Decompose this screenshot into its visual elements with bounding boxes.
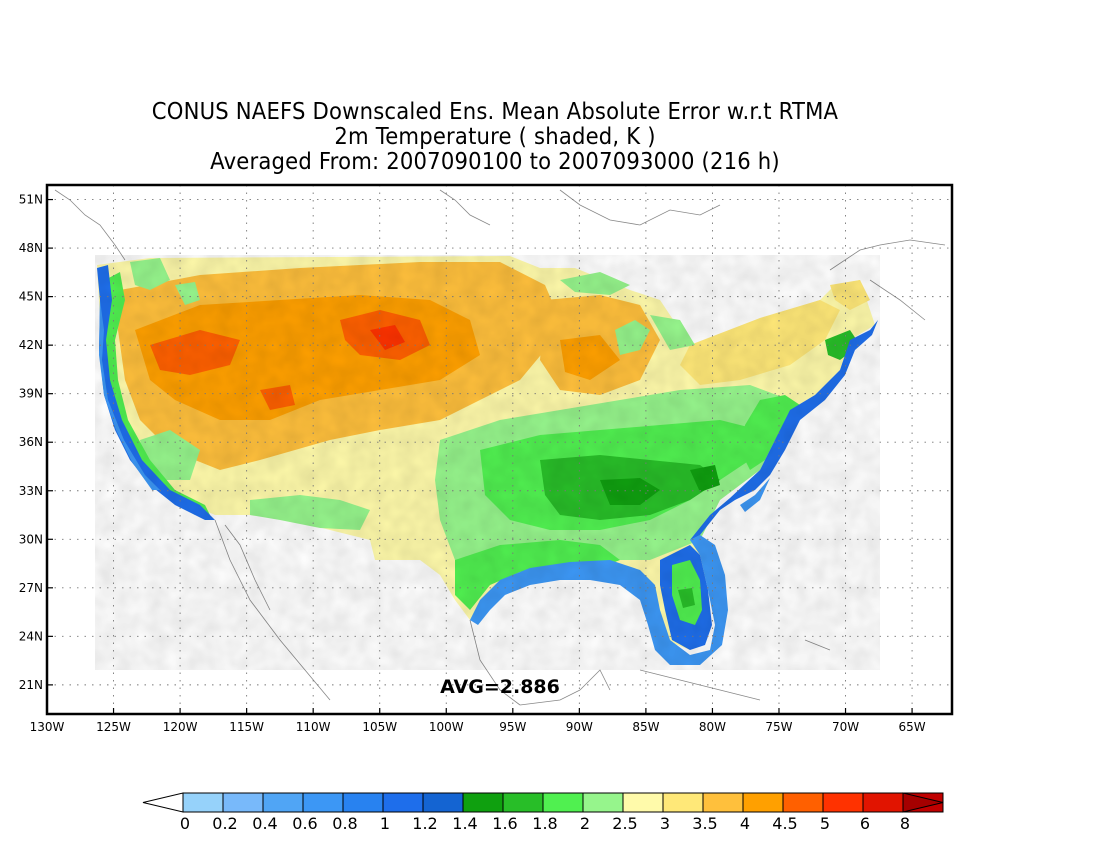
title-line-3: Averaged From: 2007090100 to 2007093000 … [210, 149, 780, 175]
colorbar-cell [622, 792, 664, 813]
colorbar-under-arrow [142, 792, 184, 813]
lat-tick-label: 27N [19, 581, 43, 595]
colorbar-label: 5 [820, 814, 830, 833]
colorbar-label: 0 [180, 814, 190, 833]
colorbar-cell [822, 792, 864, 813]
colorbar-cell [582, 792, 624, 813]
colorbar-label: 8 [900, 814, 910, 833]
colorbar: 0 0.2 0.4 0.6 0.8 1 1.2 1.4 1.6 1.8 2 2.5 3 3.5 4 4.5 5 6… [142, 792, 944, 833]
colorbar-cell [222, 792, 264, 813]
colorbar-cell [862, 792, 904, 813]
lon-tick-label: 130W [30, 720, 65, 734]
colorbar-label: 3 [660, 814, 670, 833]
lat-tick-label: 21N [19, 678, 43, 692]
colorbar-label: 0.2 [212, 814, 237, 833]
map-title: CONUS NAEFS Downscaled Ens. Mean Absolut… [0, 100, 990, 175]
colorbar-label: 0.6 [292, 814, 317, 833]
title-line-1: CONUS NAEFS Downscaled Ens. Mean Absolut… [151, 99, 839, 125]
colorbar-cell [342, 792, 384, 813]
lat-tick-label: 33N [19, 484, 43, 498]
colorbar-cell [702, 792, 744, 813]
lon-tick-label: 85W [632, 720, 659, 734]
lat-tick-label: 45N [19, 290, 43, 304]
colorbar-label: 0.8 [332, 814, 357, 833]
lon-tick-label: 90W [566, 720, 593, 734]
colorbar-over-arrow [902, 792, 944, 813]
colorbar-cell [502, 792, 544, 813]
colorbar-cell [742, 792, 784, 813]
colorbar-cell [662, 792, 704, 813]
lon-tick-label: 70W [832, 720, 859, 734]
colorbar-cell [542, 792, 584, 813]
colorbar-cell [422, 792, 464, 813]
colorbar-label: 4.5 [772, 814, 797, 833]
colorbar-cell [262, 792, 304, 813]
colorbar-label: 1 [380, 814, 390, 833]
colorbar-cell [462, 792, 504, 813]
colorbar-label: 0.4 [252, 814, 277, 833]
colorbar-label: 1.8 [532, 814, 557, 833]
lon-tick-label: 110W [296, 720, 331, 734]
lon-tick-label: 65W [899, 720, 926, 734]
title-line-2: 2m Temperature ( shaded, K ) [334, 124, 656, 150]
map-grid [47, 185, 952, 714]
colorbar-label: 2 [580, 814, 590, 833]
temperature-error-field [95, 255, 880, 670]
colorbar-label: 2.5 [612, 814, 637, 833]
avg-annotation: AVG=2.886 [440, 676, 560, 698]
colorbar-cell [782, 792, 824, 813]
lat-tick-label: 30N [19, 532, 43, 546]
map-frame [45, 183, 954, 716]
lat-tick-label: 24N [19, 629, 43, 643]
colorbar-label: 3.5 [692, 814, 717, 833]
colorbar-label: 1.4 [452, 814, 477, 833]
lat-tick-label: 48N [19, 241, 43, 255]
lon-tick-label: 120W [163, 720, 198, 734]
lon-tick-label: 105W [362, 720, 397, 734]
map-axes: 130W 125W 120W 115W 110W 105W 100W 95W 90W 85W 80W… [19, 193, 926, 734]
lon-tick-label: 75W [765, 720, 792, 734]
lat-tick-label: 36N [19, 435, 43, 449]
colorbar-cell [302, 792, 344, 813]
lon-tick-label: 125W [96, 720, 131, 734]
colorbar-label: 1.6 [492, 814, 517, 833]
colorbar-cell [182, 792, 224, 813]
lon-tick-label: 115W [229, 720, 264, 734]
colorbar-cell [382, 792, 424, 813]
colorbar-label: 4 [740, 814, 750, 833]
lat-tick-label: 51N [19, 193, 43, 207]
lon-tick-label: 80W [699, 720, 726, 734]
lon-tick-label: 95W [499, 720, 526, 734]
colorbar-label: 1.2 [412, 814, 437, 833]
lat-tick-label: 39N [19, 387, 43, 401]
colorbar-label: 6 [860, 814, 870, 833]
lat-tick-label: 42N [19, 338, 43, 352]
lon-tick-label: 100W [429, 720, 464, 734]
